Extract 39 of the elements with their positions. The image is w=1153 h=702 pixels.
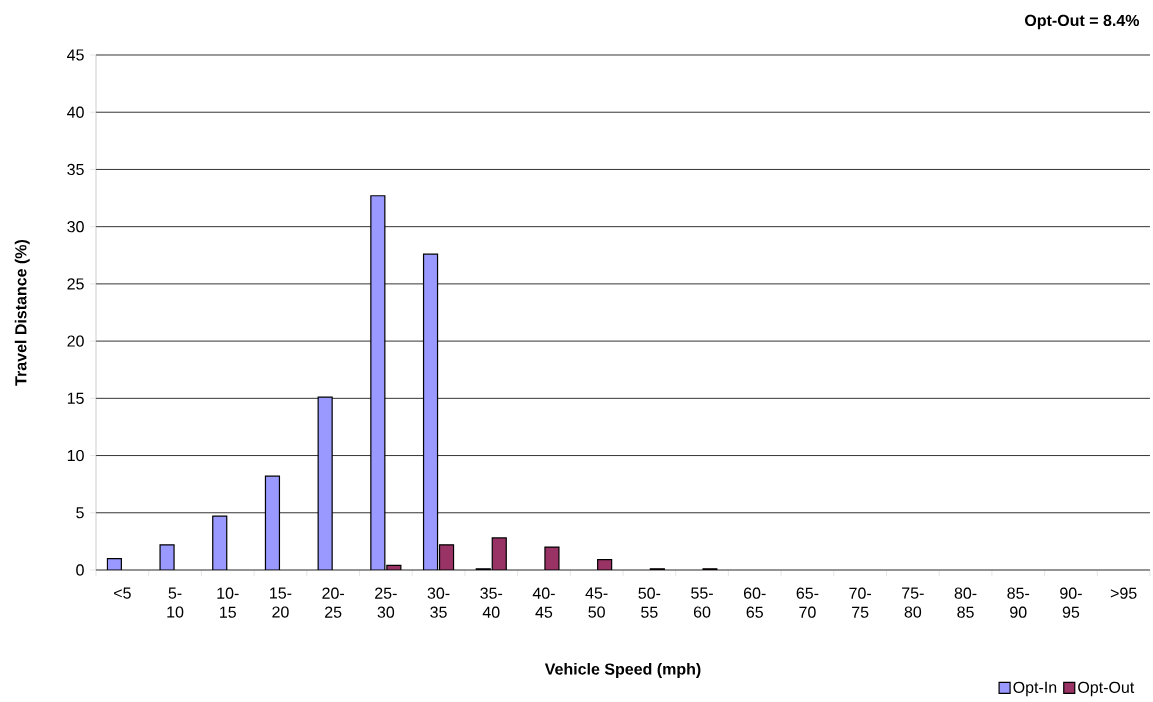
x-tick-label: 50-55 (638, 587, 661, 618)
x-tick-label: <5 (114, 587, 131, 599)
y-tick-label: 25 (67, 278, 84, 290)
x-tick-label: 60-65 (744, 587, 766, 618)
y-tick-label: 40 (67, 106, 84, 118)
legend-label: Opt-In (1013, 681, 1057, 697)
x-tick-label: 55-60 (691, 587, 713, 618)
bar (317, 396, 333, 570)
y-tick-label: 30 (67, 221, 84, 233)
bar (212, 515, 228, 570)
y-tick-label: 0 (76, 564, 84, 576)
x-tick-label: 80-85 (954, 587, 977, 618)
y-tick-label: 20 (67, 335, 84, 347)
text: Opt-Out = 8.4% (1025, 14, 1140, 30)
x-tick-label: 70-75 (849, 587, 871, 618)
y-tick-label: 15 (67, 392, 84, 404)
x-tick-label: 35-40 (480, 587, 503, 618)
y-tick-label: 10 (67, 449, 84, 462)
x-tick-label: 5-10 (167, 587, 184, 618)
x-tick-label: 20-25 (322, 587, 344, 618)
y-tick-label: 45 (67, 49, 84, 61)
x-tick-label: 15-20 (270, 587, 292, 618)
y-tick-label: 35 (67, 163, 84, 176)
x-tick-label: 30-35 (427, 587, 450, 618)
legend-label: Opt-Out (1078, 681, 1135, 697)
x-tick-label: 25-30 (375, 587, 397, 618)
x-tick-label: 85-90 (1007, 587, 1030, 618)
x-tick-label: 75-80 (902, 587, 924, 618)
x-tick-label: 65-70 (796, 587, 819, 618)
y-axis-title: Travel Distance (%) (14, 239, 30, 386)
x-axis-title: Vehicle Speed (mph) (544, 662, 701, 678)
y-tick-label: 5 (76, 507, 84, 519)
bar (264, 475, 281, 570)
x-tick-label: 45-50 (585, 587, 608, 618)
x-tick-label: 90-95 (1060, 587, 1082, 618)
x-tick-label: >95 (1110, 587, 1137, 599)
x-tick-label: 40-45 (532, 587, 555, 618)
bar (422, 253, 439, 570)
x-tick-label: 10-15 (217, 587, 239, 618)
